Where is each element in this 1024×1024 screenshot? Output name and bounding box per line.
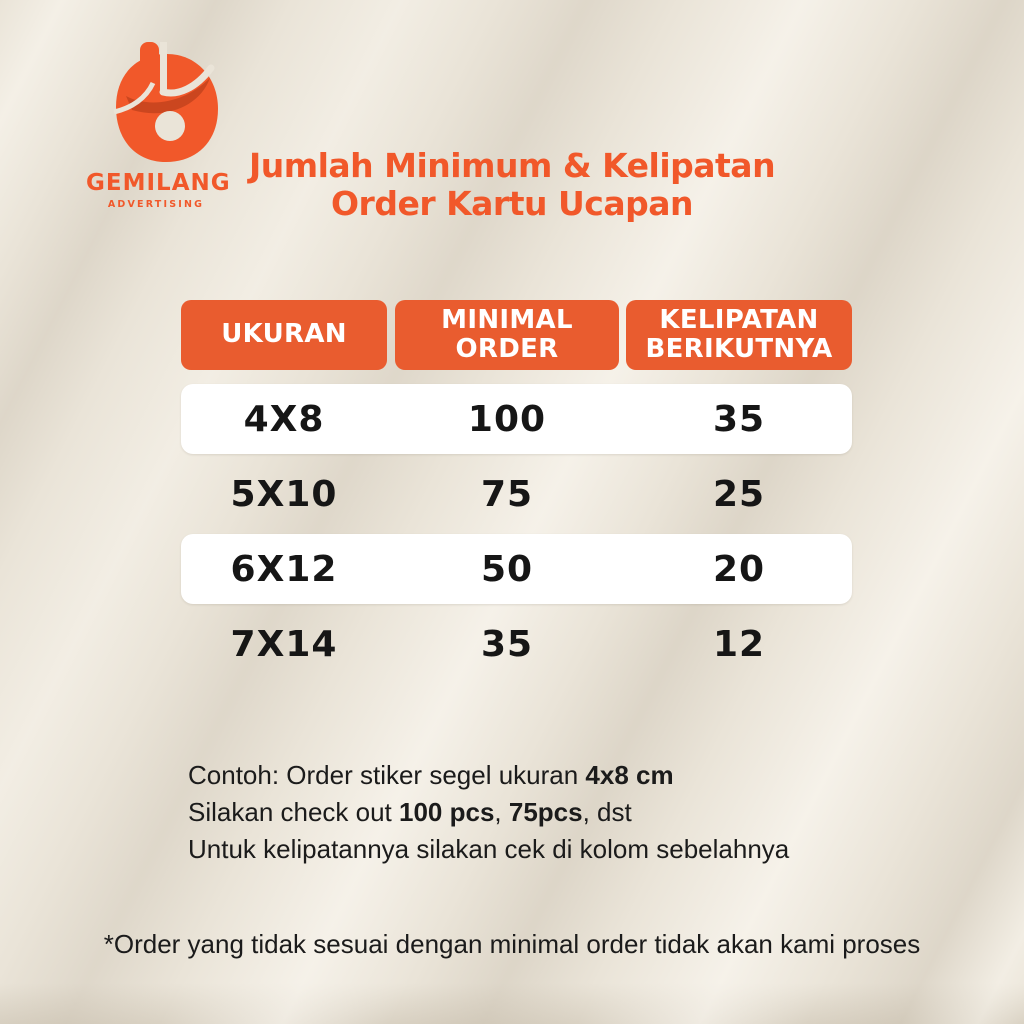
page-title-line-1: Jumlah Minimum & Kelipatan: [248, 146, 776, 185]
cell-ukuran: 7X14: [230, 623, 338, 665]
page-title-line-2: Order Kartu Ucapan: [331, 184, 693, 223]
example-line-2-text: Silakan check out: [188, 797, 400, 827]
brand-tagline: ADVERTISING: [107, 199, 205, 210]
page-title: Jumlah Minimum & Kelipatan Order Kartu U…: [0, 147, 1024, 223]
example-line-2-separator: ,: [494, 797, 509, 827]
example-line-2-bold-1: 100 pcs: [399, 797, 495, 827]
cell-ukuran: 6X12: [230, 548, 338, 590]
example-line-1: Contoh: Order stiker segel ukuran 4x8 cm: [188, 757, 789, 794]
header-kelipatan-berikutnya: KELIPATAN BERIKUTNYA: [626, 300, 852, 370]
example-line-3: Untuk kelipatannya silakan cek di kolom …: [188, 834, 790, 864]
table-row: 4X8 100 35: [181, 384, 852, 454]
order-table: UKURAN MINIMAL ORDER KELIPATAN BERIKUTNY…: [181, 300, 852, 679]
cell-minimal-order: 35: [480, 623, 534, 665]
cell-kelipatan: 20: [712, 548, 766, 590]
header-ukuran: UKURAN: [181, 300, 387, 370]
cell-minimal-order: 50: [480, 548, 534, 590]
example-line-1-bold: 4x8 cm: [585, 760, 674, 790]
header-minimal-order: MINIMAL ORDER: [395, 300, 619, 370]
example-line-2-bold-2: 75pcs: [508, 797, 583, 827]
cell-kelipatan: 12: [712, 623, 766, 665]
table-row: 7X14 35 12: [181, 609, 852, 679]
example-line-1-text: Contoh: Order stiker segel ukuran: [188, 760, 586, 790]
cell-minimal-order: 100: [467, 398, 547, 440]
example-note: Contoh: Order stiker segel ukuran 4x8 cm…: [188, 757, 789, 868]
table-row: 6X12 50 20: [181, 534, 852, 604]
cell-ukuran: 5X10: [230, 473, 338, 515]
example-line-2-suffix: , dst: [582, 797, 632, 827]
cell-ukuran: 4X8: [243, 398, 325, 440]
cell-kelipatan: 25: [712, 473, 766, 515]
table-row: 5X10 75 25: [181, 459, 852, 529]
cell-minimal-order: 75: [480, 473, 534, 515]
table-header-row: UKURAN MINIMAL ORDER KELIPATAN BERIKUTNY…: [181, 300, 852, 370]
brand-name: GEMILANG: [86, 170, 231, 196]
gemilang-logo-icon: [113, 42, 218, 162]
footnote: *Order yang tidak sesuai dengan minimal …: [103, 929, 921, 959]
brand-block: GEMILANG ADVERTISING: [86, 42, 231, 210]
cell-kelipatan: 35: [712, 398, 766, 440]
example-line-2: Silakan check out 100 pcs, 75pcs, dst: [188, 794, 789, 831]
